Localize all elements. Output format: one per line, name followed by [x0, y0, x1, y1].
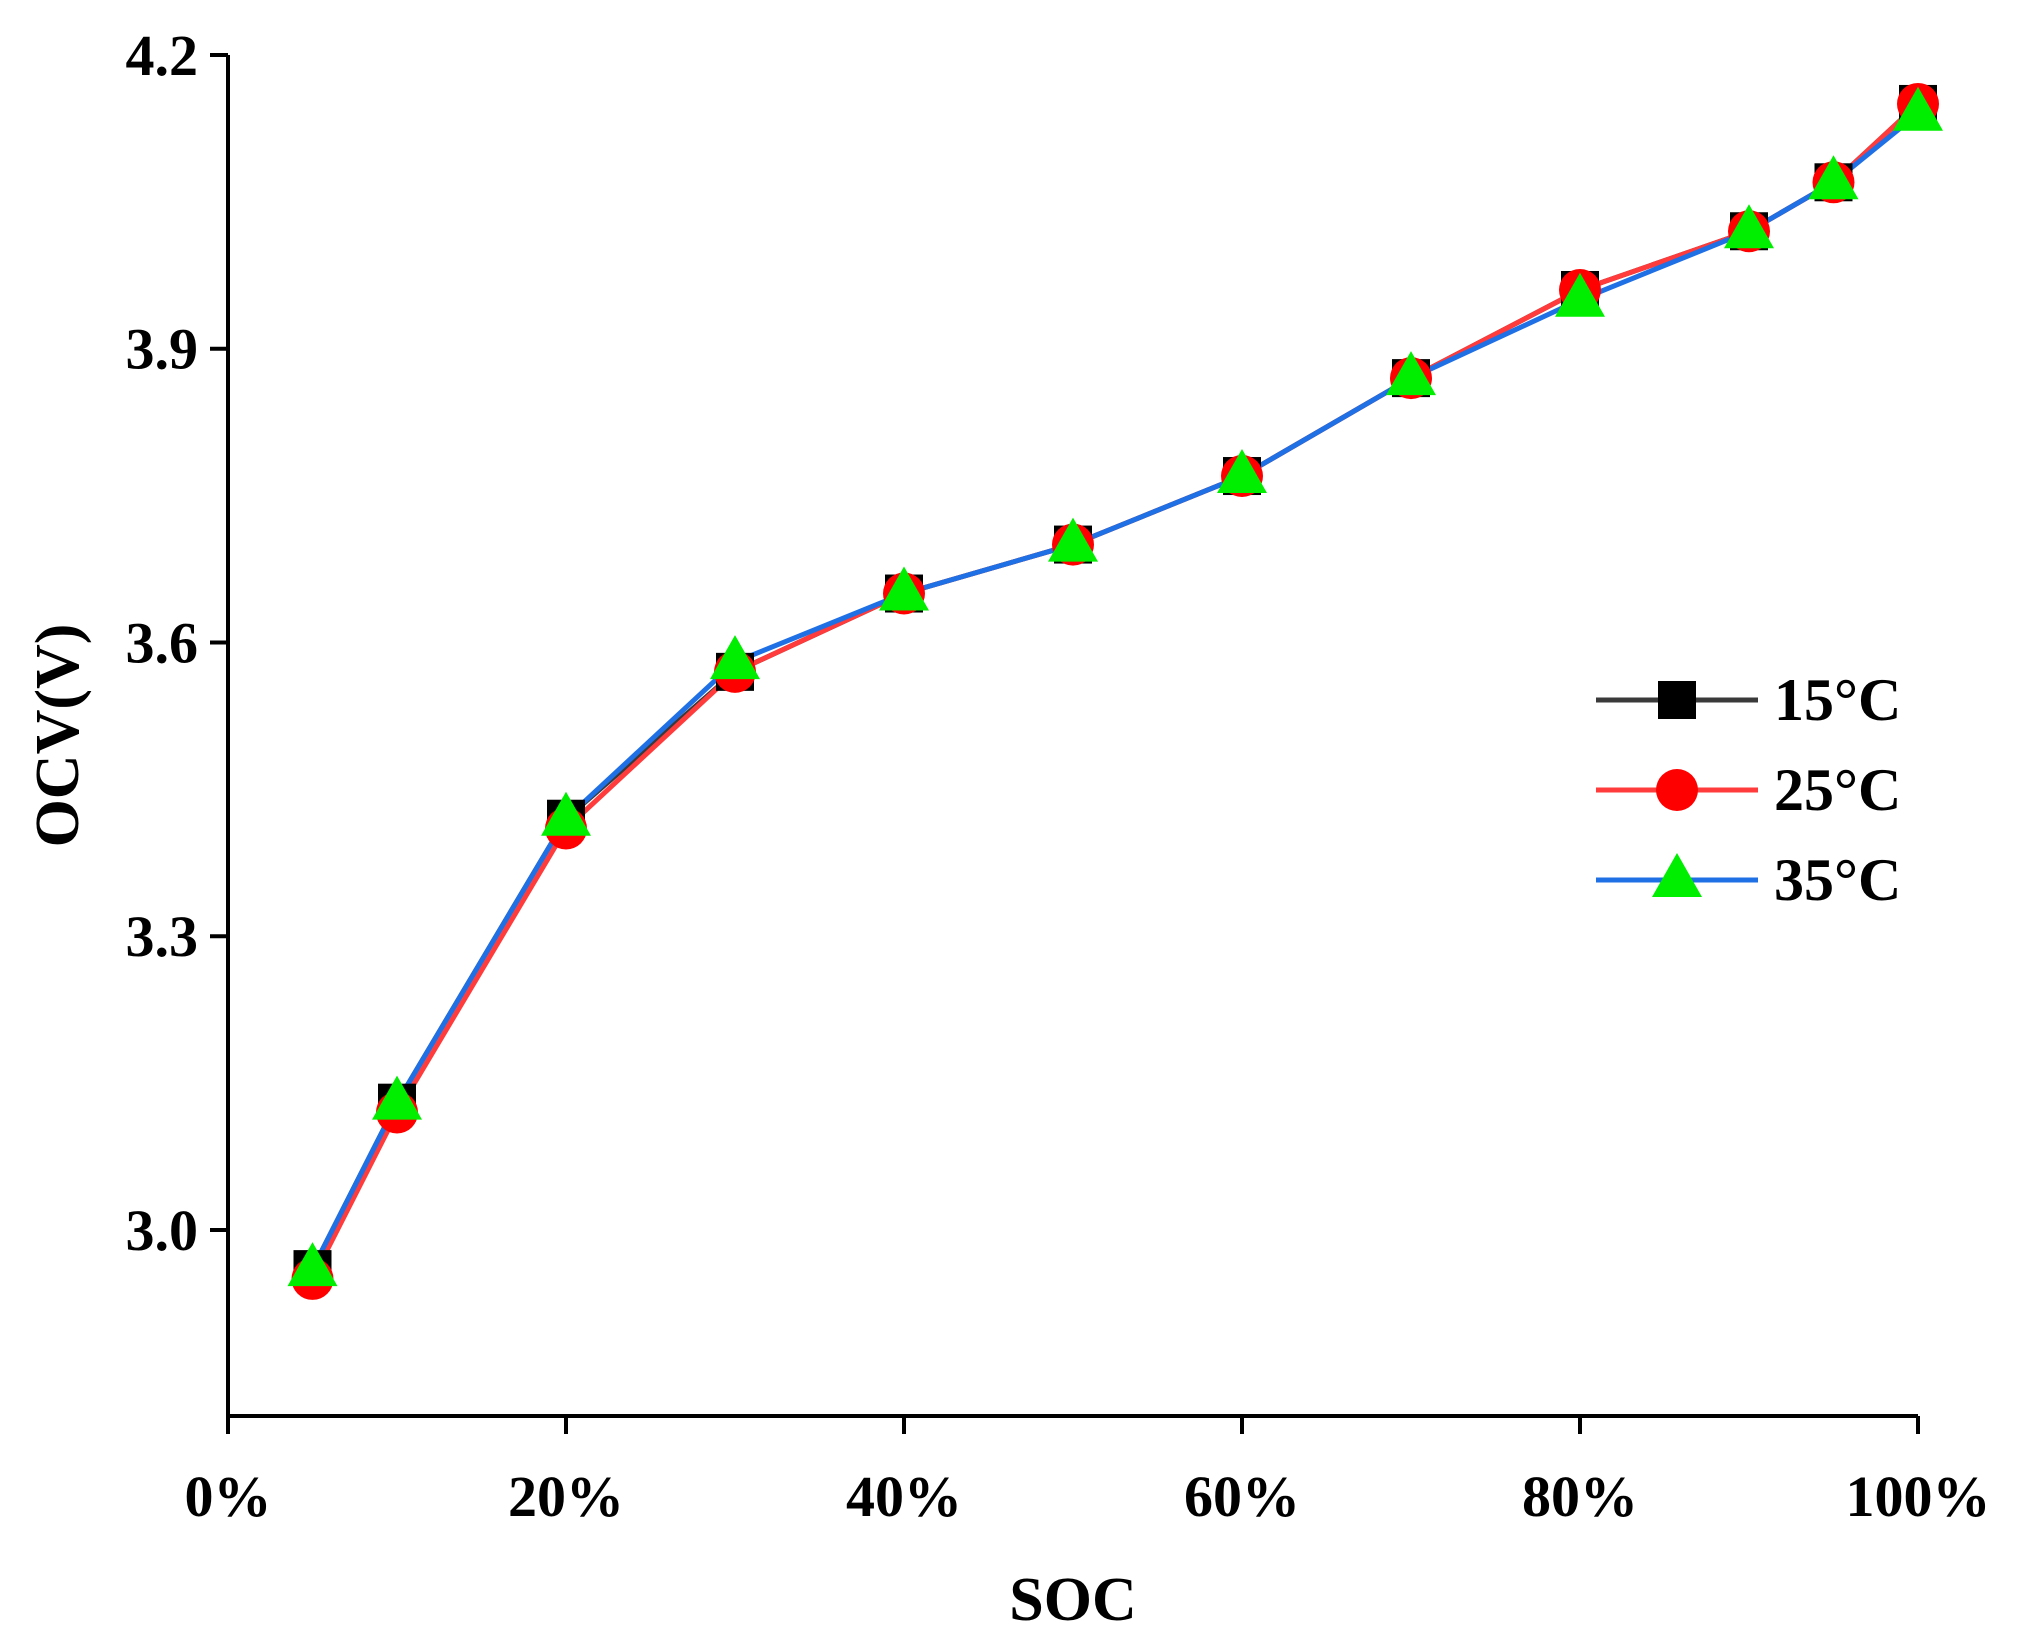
y-tick-label: 3.0 — [126, 1198, 199, 1263]
series-markers — [287, 82, 1943, 1300]
legend: 15°C 25°C 35°C — [1596, 667, 1901, 913]
x-ticks: 0% 20% 40% 60% 80% 100% — [185, 1416, 1991, 1529]
y-tick-label: 3.9 — [126, 317, 199, 382]
series-3-point — [1048, 517, 1098, 562]
x-tick-label: 100% — [1846, 1464, 1991, 1529]
series-3-point — [1555, 272, 1605, 317]
y-axis-title: OCV(V) — [24, 624, 92, 848]
legend-marker-3 — [1652, 853, 1702, 897]
axes — [226, 55, 1918, 1418]
series-3-point — [1808, 155, 1859, 200]
legend-label-1: 15°C — [1774, 667, 1901, 733]
legend-label-3: 35°C — [1774, 847, 1901, 913]
y-ticks: 3.0 3.3 3.6 3.9 4.2 — [126, 23, 228, 1263]
series-3-point — [372, 1075, 422, 1120]
x-tick-label: 40% — [846, 1464, 962, 1529]
legend-label-2: 25°C — [1774, 757, 1901, 823]
x-tick-label: 80% — [1522, 1464, 1638, 1529]
y-tick-label: 3.3 — [126, 904, 199, 969]
x-tick-label: 20% — [508, 1464, 624, 1529]
x-tick-label: 0% — [185, 1464, 272, 1529]
legend-marker-2 — [1656, 769, 1698, 811]
series-3-point — [879, 566, 929, 611]
x-axis-title: SOC — [1009, 1566, 1136, 1634]
y-tick-label: 4.2 — [126, 23, 199, 88]
series-3-point — [1893, 86, 1943, 131]
series-3-point — [287, 1242, 338, 1287]
x-tick-label: 60% — [1184, 1464, 1300, 1529]
series-3-point — [1724, 204, 1774, 249]
y-tick-label: 3.6 — [126, 610, 199, 675]
series-3-point — [541, 791, 591, 836]
series-3-point — [710, 635, 760, 680]
series-3-point — [1217, 449, 1267, 494]
legend-marker-1 — [1658, 681, 1696, 719]
series-3-point — [1386, 351, 1436, 396]
